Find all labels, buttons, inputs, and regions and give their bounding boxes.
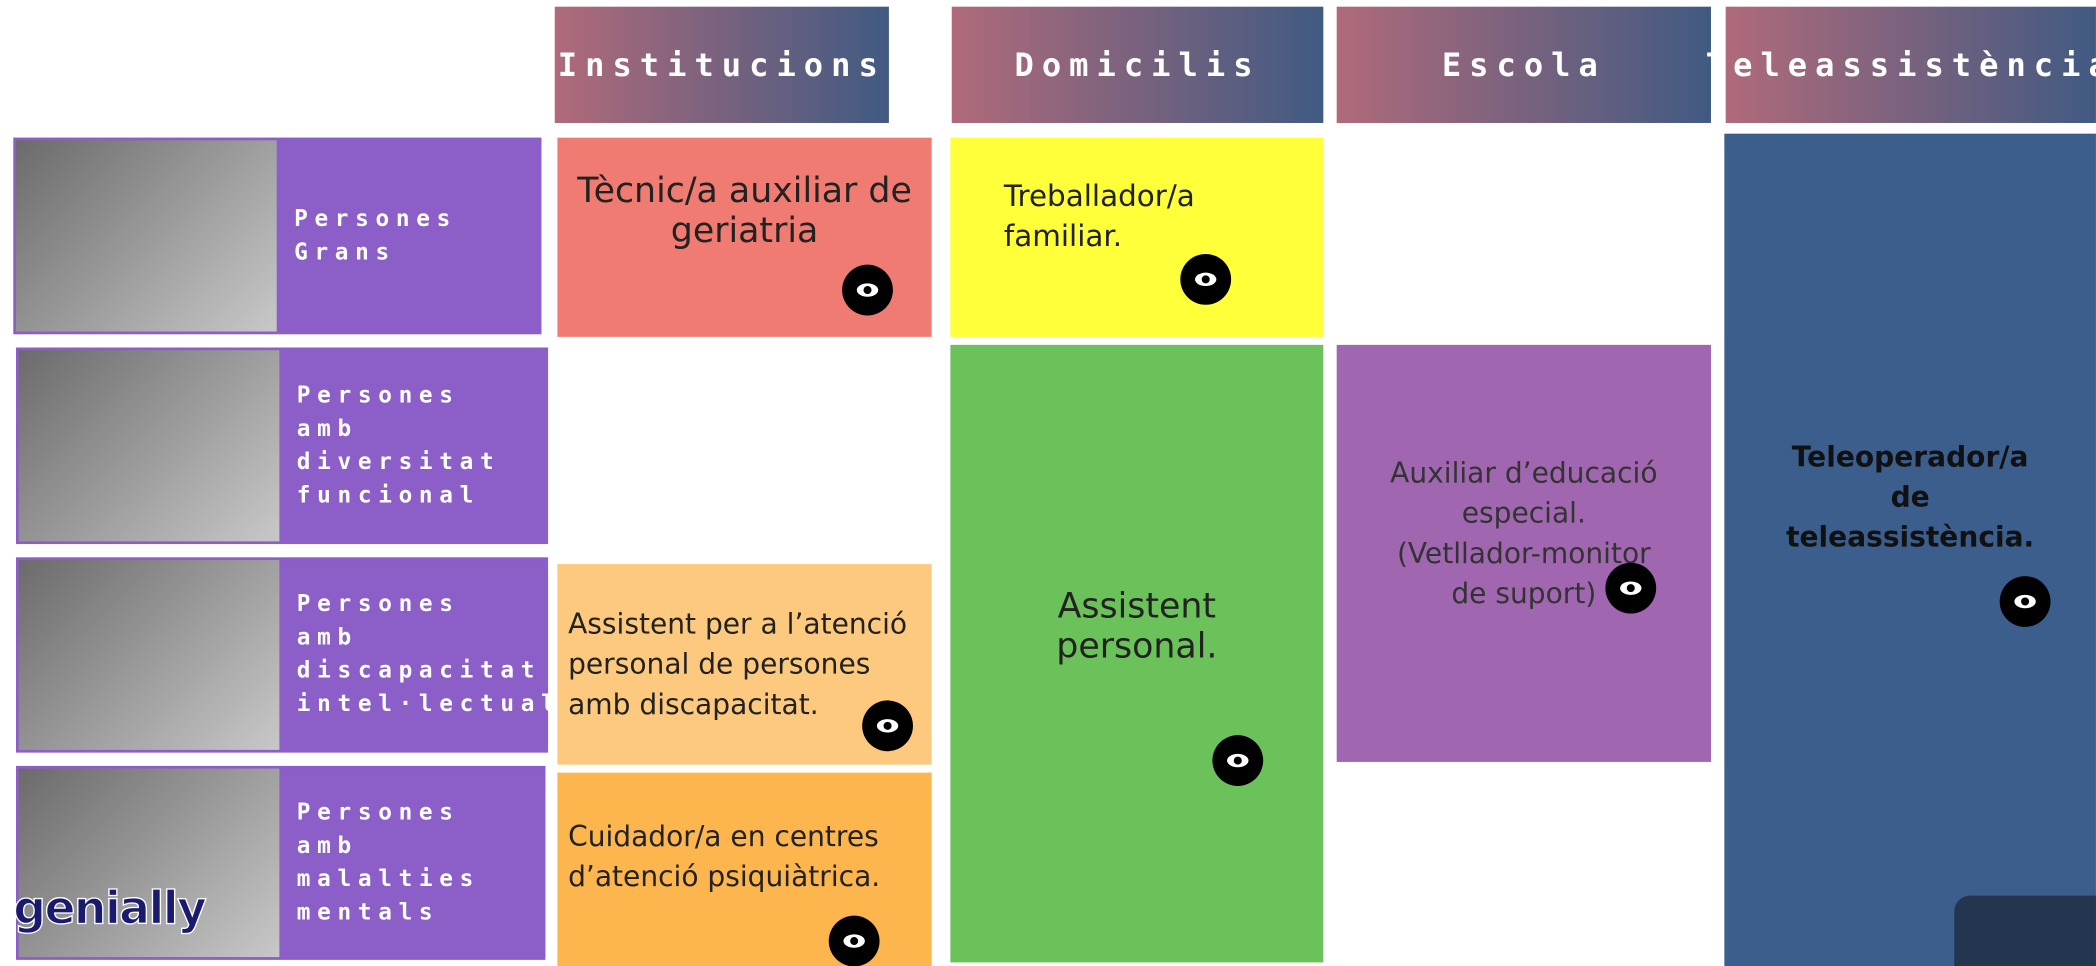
cell-text-line: Treballador/a <box>1003 179 1195 214</box>
row-label-line: amb <box>296 415 358 442</box>
cell-text-line: amb discapacitat. <box>568 688 819 721</box>
column-header: Domicilis <box>951 6 1324 123</box>
cell-text-line: Teleoperador/a <box>1791 440 2029 473</box>
header-text: Teleassistència <box>1705 46 2096 84</box>
row-header: Persones amb diversitat funcional <box>16 347 549 545</box>
row-photo <box>18 350 280 542</box>
logo-text: genially <box>13 882 208 937</box>
cell-text-line: personal de persones <box>568 648 871 681</box>
row-label-line: Persones amb <box>296 590 460 651</box>
cell-text-line: de <box>1890 480 1930 513</box>
logo: genially <box>13 882 227 949</box>
row-photo <box>18 560 280 750</box>
cell-text-line: de suport) <box>1451 577 1597 610</box>
column-header: Teleassistència <box>1706 6 2096 123</box>
cell-text-line: personal. <box>1056 626 1218 668</box>
share-button[interactable] <box>1954 895 2096 966</box>
row-label-line: Persones <box>296 381 460 409</box>
row-label: Persones Grans <box>294 140 533 331</box>
role-cell: Teleoperador/a de teleassistència. <box>1724 133 2096 966</box>
header-text: Escola <box>1441 46 1606 84</box>
role-cell: Tècnic/a auxiliar de geriatria <box>557 137 932 337</box>
role-cell: Auxiliar d’educació especial. (Vetllador-m… <box>1336 344 1711 762</box>
row-label-line: Persones <box>294 205 458 232</box>
cell-text-line: Auxiliar d’educació <box>1390 457 1658 490</box>
view-button[interactable] <box>828 915 880 966</box>
cell-text-line: geriatria <box>670 210 819 251</box>
role-cell: Treballador/a familiar. <box>950 137 1324 337</box>
view-button[interactable] <box>1605 562 1657 614</box>
view-button[interactable] <box>842 264 893 316</box>
cell-text-line: teleassistència. <box>1786 520 2035 553</box>
row-label-line: diversitat <box>296 448 501 476</box>
row-label: Persones amb discapacitat intel·lectual <box>296 560 562 750</box>
row-label-line: malalties <box>296 865 481 893</box>
cell-text-line: familiar. <box>1003 219 1123 254</box>
role-cell: Cuidador/a en centres d’atenció psiquiàtr… <box>557 772 932 966</box>
row-label-line: Persones <box>296 798 460 826</box>
cell-text-line: especial. <box>1461 497 1586 530</box>
row-label-line: intel·lectual <box>296 691 562 718</box>
cell-text-line: Assistent per a l’atenció <box>568 608 908 641</box>
row-label: Persones amb diversitat funcional <box>297 350 540 541</box>
view-button[interactable] <box>1212 735 1264 786</box>
header-text: Domicilis <box>1014 46 1261 84</box>
role-cell: Assistent personal. <box>950 344 1324 963</box>
cell-text-line: Tècnic/a auxiliar de <box>577 170 912 211</box>
row-label-line: mentals <box>296 898 440 926</box>
row-label: Persones amb malalties mentals <box>297 769 538 957</box>
column-header: Institucions <box>554 6 889 123</box>
header-text: Institucions <box>557 46 886 84</box>
row-header: Persones amb discapacitat intel·lectual <box>16 557 562 753</box>
view-button[interactable] <box>862 700 913 752</box>
row-photo <box>16 140 277 332</box>
row-header: Persones amb malalties mentals <box>16 765 546 960</box>
row-label-line: funcional <box>296 481 481 509</box>
cell-text-line: (Vetllador-monitor <box>1396 537 1651 570</box>
view-button[interactable] <box>1180 253 1232 305</box>
column-header: Escola <box>1336 6 1711 123</box>
row-label-line: amb <box>296 832 358 859</box>
row-label-line: discapacitat <box>296 657 542 685</box>
row-label-line: Grans <box>294 238 396 266</box>
row-header: Persones Grans <box>13 137 542 335</box>
role-cell: Assistent per a l’atenció personal de per… <box>557 564 932 765</box>
cell-text-line: Assistent <box>1057 586 1217 627</box>
view-button[interactable] <box>1999 576 2051 627</box>
cell-text-line: Cuidador/a en centres <box>568 820 879 853</box>
cell-text-line: d’atenció psiquiàtrica. <box>568 860 881 893</box>
row-photo <box>18 768 280 958</box>
